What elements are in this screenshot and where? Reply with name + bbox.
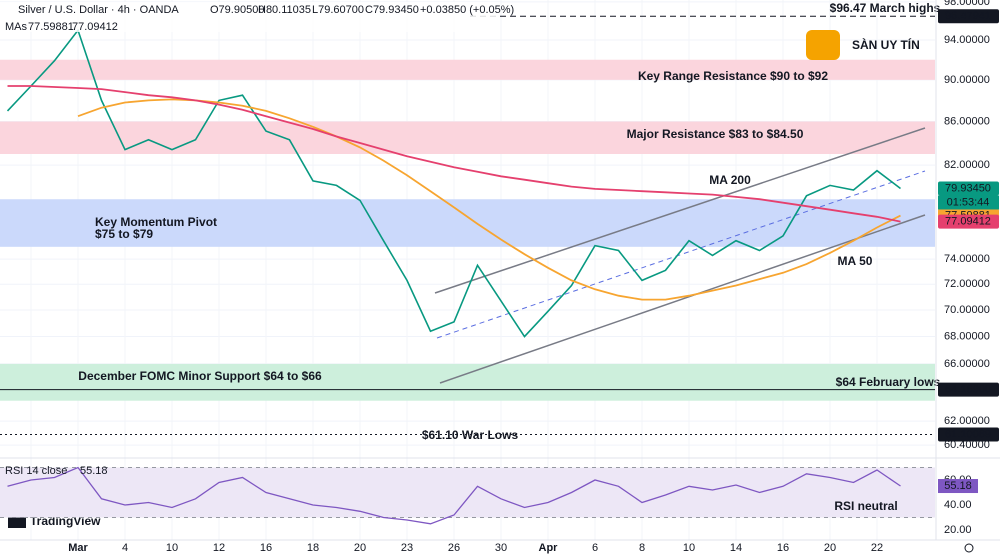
zone <box>0 121 935 155</box>
price-label: 96.47941 <box>945 10 991 22</box>
ma-value: 77.09412 <box>72 21 118 33</box>
countdown: 01:53:44 <box>947 196 990 208</box>
x-tick-label: 10 <box>683 542 695 554</box>
y-tick-label: 72.00000 <box>944 278 990 290</box>
price-label: 77.09412 <box>945 216 991 228</box>
zone-label: Key Momentum Pivot <box>95 215 217 229</box>
x-tick-label: 6 <box>592 542 598 554</box>
x-tick-label: Apr <box>539 542 559 554</box>
level-label: $61.10 War Lows <box>422 428 519 442</box>
rsi-title: RSI 14 close <box>5 465 67 477</box>
series-label: MA 200 <box>709 173 751 187</box>
x-tick-label: 20 <box>824 542 836 554</box>
price-label-box <box>938 427 999 442</box>
price-label: 61.10069 <box>945 428 991 440</box>
level-label: $64 February lows <box>836 375 941 389</box>
y-tick-label: 90.00000 <box>944 74 990 86</box>
countdown-box <box>938 195 999 210</box>
level-label: $96.47 March highs <box>830 1 941 15</box>
ohlc: L79.60700 <box>312 4 364 16</box>
price-label-box <box>938 214 999 229</box>
price-label-box <box>938 382 999 397</box>
x-tick-label: 18 <box>307 542 319 554</box>
x-tick-label: 26 <box>448 542 460 554</box>
y-tick-label: 98.00000 <box>944 0 990 8</box>
y-tick-label: 20.00 <box>944 524 972 536</box>
y-tick-label: 94.00000 <box>944 34 990 46</box>
zone-label: $75 to $79 <box>95 227 153 241</box>
y-tick-label: 70.00000 <box>944 304 990 316</box>
x-tick-label: 10 <box>166 542 178 554</box>
price-label: 64.16900 <box>945 384 991 396</box>
x-tick-label: 12 <box>213 542 225 554</box>
brand: SÀN UY TÍN <box>852 37 920 52</box>
ohlc: H80.11035 <box>258 4 311 16</box>
x-tick-label: 16 <box>777 542 789 554</box>
rsi-annotation: RSI neutral <box>834 499 897 513</box>
y-tick-label: 40.00 <box>944 499 972 511</box>
series-line <box>7 85 901 223</box>
channel-mid <box>436 170 926 339</box>
y-tick-label: 74.00000 <box>944 253 990 265</box>
zone <box>0 59 935 80</box>
x-tick-label: 23 <box>401 542 413 554</box>
ma-title: MAs <box>5 21 28 33</box>
series-label: MA 50 <box>838 254 873 268</box>
y-tick-label: 66.00000 <box>944 358 990 370</box>
x-tick-label: 20 <box>354 542 366 554</box>
zone <box>0 363 935 401</box>
ohlc: C79.93450 <box>365 4 419 16</box>
zone-label: December FOMC Minor Support $64 to $66 <box>78 369 322 383</box>
rsi-band <box>0 467 935 518</box>
x-tick-label: 16 <box>260 542 272 554</box>
y-tick-label: 60.40000 <box>944 439 990 451</box>
rsi-value-axis: 55.18 <box>944 480 972 492</box>
x-tick-label: 14 <box>730 542 742 554</box>
channel-line <box>439 214 926 384</box>
y-tick-label: 68.00000 <box>944 330 990 342</box>
ohlc: O79.90500 <box>210 4 264 16</box>
price-label-box <box>938 9 999 24</box>
settings-icon[interactable] <box>964 543 974 553</box>
zone-label: Key Range Resistance $90 to $92 <box>638 69 828 83</box>
price-label: 79.93450 <box>945 182 991 194</box>
ohlc: +0.03850 (+0.05%) <box>420 4 514 16</box>
series-line <box>7 466 901 525</box>
y-tick-label: 82.00000 <box>944 159 990 171</box>
series-line <box>6 28 901 338</box>
x-tick-label: 22 <box>871 542 883 554</box>
y-tick-label: 62.00000 <box>944 415 990 427</box>
x-tick-label: 4 <box>122 542 128 554</box>
x-tick-label: 30 <box>495 542 507 554</box>
rsi-value: 55.18 <box>80 465 108 477</box>
channel-line <box>434 127 926 294</box>
x-tick-label: 8 <box>639 542 645 554</box>
price-label-box <box>938 181 999 196</box>
zone-label: Major Resistance $83 to $84.50 <box>627 127 804 141</box>
y-tick-label: 86.00000 <box>944 115 990 127</box>
symbol: Silver / U.S. Dollar · 4h · OANDA <box>18 4 179 16</box>
brand-icon <box>806 30 840 60</box>
series-line <box>77 98 901 301</box>
header-bg <box>0 2 500 32</box>
x-tick-label: Mar <box>68 542 88 554</box>
rsi-value-box <box>938 479 978 494</box>
watermark-icon <box>8 515 26 528</box>
ma-value: 77.59881 <box>28 21 74 33</box>
